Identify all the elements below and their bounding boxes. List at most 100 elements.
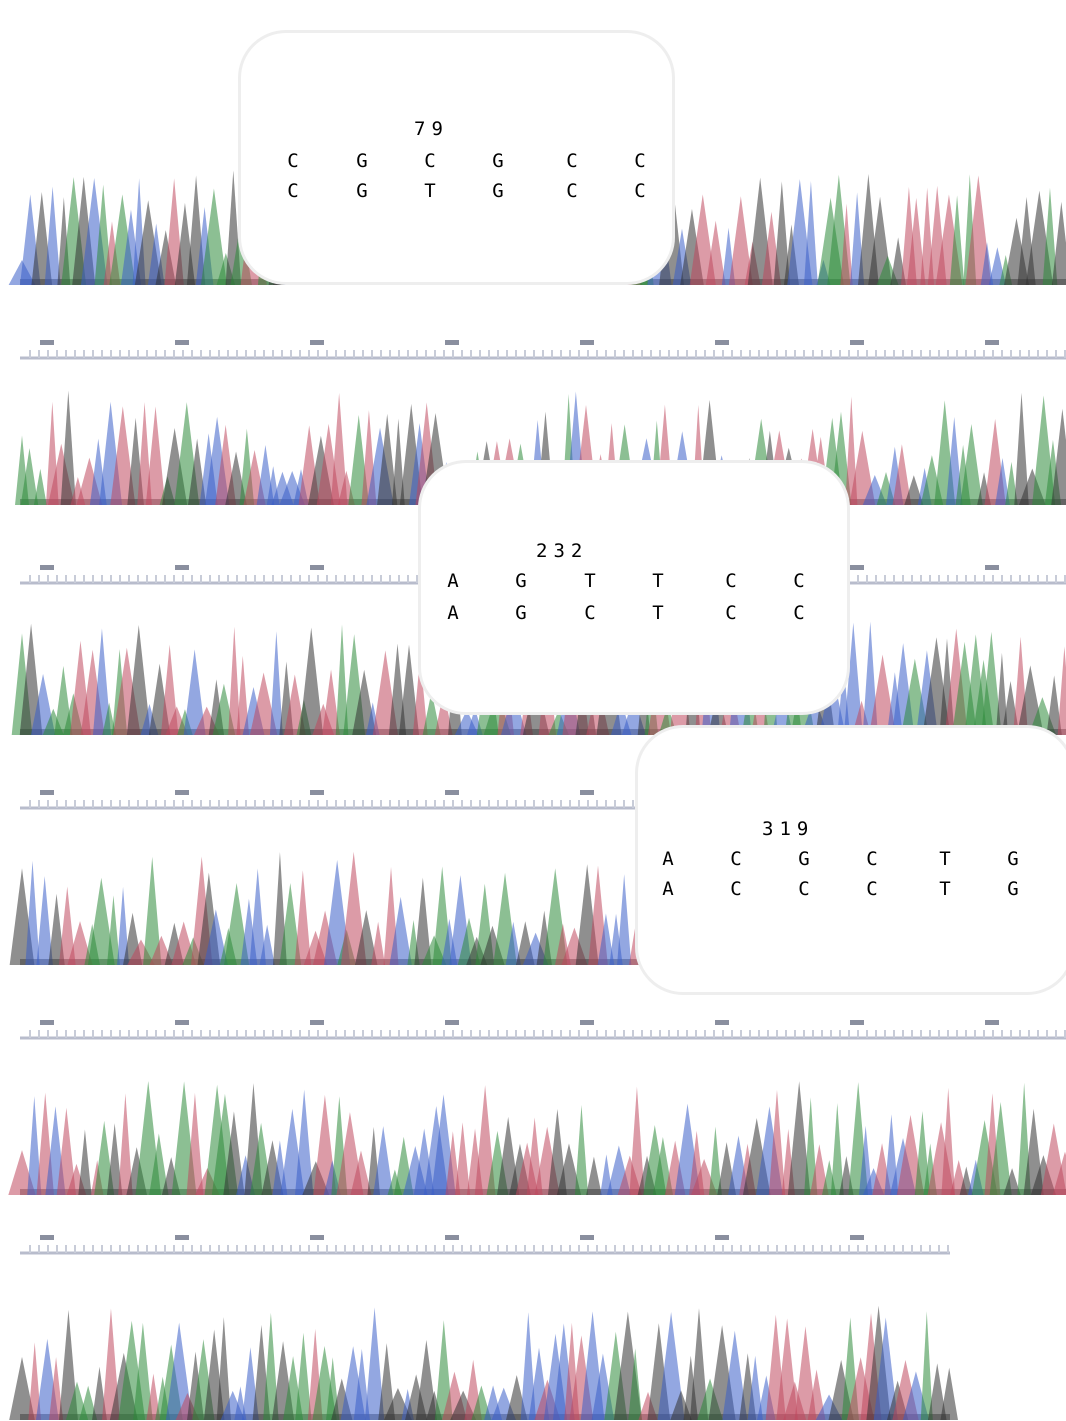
trace-peak [20,448,39,505]
tick-mark [985,1020,999,1025]
callout-box [418,460,850,715]
sample-base: C [566,180,578,202]
trace-peak [840,203,853,285]
trace-peak [295,1332,312,1420]
trace-peak [373,1126,394,1195]
trace-peak [434,1320,453,1420]
trace-peak [906,197,926,285]
sample-base: T [652,602,664,624]
sample-base: C [730,878,742,900]
sample-base: C [584,602,596,624]
trace-peak [843,622,863,735]
trace-peak [1046,675,1062,735]
trace-peak [597,913,615,965]
reference-base: C [725,570,737,592]
trace-peak [1057,646,1066,735]
trace-peak [350,1150,372,1195]
tick-mark [580,790,594,795]
trace-peak [830,1103,844,1195]
tick-mark [310,1235,324,1240]
tick-mark [580,1020,594,1025]
trace-peak [87,877,115,965]
sample-base: A [447,602,459,624]
reference-base: C [634,150,646,172]
tick-mark [40,1235,54,1240]
tick-mark [175,340,189,345]
callout-box [635,725,1066,995]
trace-peak [203,909,228,965]
reference-base: A [662,848,674,870]
trace-peak [980,242,994,285]
tick-mark [40,565,54,570]
trace-peak [1051,201,1066,285]
trace-peak [364,1307,385,1420]
sample-base: C [287,180,299,202]
trace-peak [60,390,76,505]
trace-peak [869,654,897,735]
trace-peak [377,413,398,505]
tick-mark [580,1235,594,1240]
reference-base: T [652,570,664,592]
trace-peak [322,669,340,735]
trace-peak [294,870,312,965]
trace-peak [36,876,53,965]
tick-mark [715,340,729,345]
trace-peak [1005,461,1018,505]
trace-peak [216,1317,231,1420]
tick-mark [715,1020,729,1025]
trace-peak [773,181,790,285]
trace-peak [223,1111,245,1195]
trace-peak [44,186,61,285]
reference-base: C [287,150,299,172]
sample-base: C [634,180,646,202]
trace-peak [56,1107,76,1195]
trace-peak [146,1373,161,1420]
trace-peak [106,1123,123,1195]
trace-peak [259,924,275,965]
tick-mark [850,1235,864,1240]
tick-mark [40,790,54,795]
tick-mark [580,340,594,345]
trace-peak [102,702,116,735]
sample-base: C [793,602,805,624]
reference-base: C [730,848,742,870]
trace-peak [989,1102,1012,1195]
trace-peak [160,644,179,735]
tick-mark [310,565,324,570]
tick-mark [310,790,324,795]
trace-peak [9,1356,35,1420]
trace-peak [1042,187,1058,285]
trace-peak [768,1089,786,1195]
sample-base: G [356,180,368,202]
reference-base: C [424,150,436,172]
tick-mark [310,1020,324,1025]
sample-base: A [662,878,674,900]
trace-peak [110,406,136,505]
tick-mark [175,565,189,570]
trace-peak [722,1330,748,1420]
tick-mark [850,565,864,570]
trace-peak [59,1309,78,1420]
trace-peak [145,406,166,505]
trace-peak [200,188,227,285]
trace-peak [412,656,428,735]
reference-base: T [584,570,596,592]
trace-peak [389,896,412,965]
tick-mark [40,1020,54,1025]
trace-peak [628,1348,643,1420]
trace-peak [58,886,76,965]
trace-peak [1003,1168,1021,1195]
sample-base: C [725,602,737,624]
trace-peak [228,626,241,735]
trace-peak [422,691,441,735]
sample-base: T [424,180,436,202]
trace-peak [617,874,632,965]
trace-peak [804,1097,818,1195]
trace-peak [803,181,818,285]
trace-peak [236,655,250,735]
variant-position: 79 [414,118,449,140]
sample-base: C [798,878,810,900]
trace-peak [165,1322,193,1420]
trace-peak [629,1086,645,1195]
